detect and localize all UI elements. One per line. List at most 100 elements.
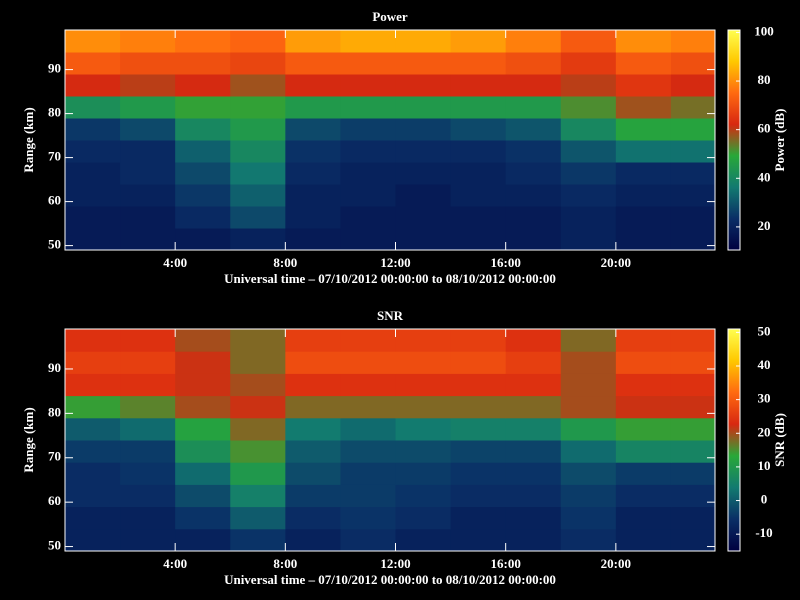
heatmap-cell bbox=[340, 52, 397, 75]
heatmap-cell bbox=[230, 395, 286, 419]
colorbar bbox=[727, 328, 741, 552]
heatmap-cell bbox=[285, 140, 341, 163]
chart-title: Power bbox=[372, 9, 408, 24]
heatmap-cell bbox=[65, 96, 121, 119]
colorbar-tick-label: 80 bbox=[758, 72, 771, 87]
heatmap-cell bbox=[670, 440, 716, 463]
heatmap-cell bbox=[340, 351, 397, 374]
heatmap-cell bbox=[450, 417, 507, 441]
heatmap-cell bbox=[670, 528, 716, 552]
heatmap-cell bbox=[670, 462, 716, 485]
heatmap-cell bbox=[285, 351, 341, 374]
x-tick-label: 8:00 bbox=[273, 255, 297, 270]
heatmap-cell bbox=[615, 506, 672, 530]
heatmap-cell bbox=[120, 395, 176, 419]
heatmap-cell bbox=[450, 184, 507, 207]
colorbar-tick-label: 20 bbox=[758, 424, 771, 439]
colorbar-tick-label: -10 bbox=[755, 525, 772, 540]
heatmap-cell bbox=[120, 206, 176, 229]
heatmap-cell bbox=[285, 52, 341, 75]
heatmap-cell bbox=[285, 506, 341, 530]
heatmap-cell bbox=[175, 528, 231, 552]
heatmap-cell bbox=[340, 30, 397, 53]
heatmap-cell bbox=[340, 373, 397, 397]
heatmap-cell bbox=[505, 506, 562, 530]
x-tick-label: 4:00 bbox=[163, 556, 187, 571]
heatmap-cell bbox=[285, 373, 341, 397]
heatmap-cell bbox=[230, 506, 286, 530]
heatmap-cell bbox=[340, 395, 397, 419]
heatmap-cell bbox=[340, 506, 397, 530]
heatmap-cell bbox=[340, 440, 397, 463]
heatmap-cell bbox=[175, 373, 231, 397]
heatmap-cell bbox=[505, 118, 562, 141]
heatmap-cell bbox=[65, 484, 121, 508]
heatmap-cell bbox=[175, 52, 231, 75]
heatmap-cell bbox=[230, 528, 286, 552]
heatmap-cell bbox=[560, 506, 617, 530]
heatmap-cell bbox=[560, 528, 617, 552]
heatmap-cell bbox=[395, 52, 452, 75]
heatmap-cell bbox=[230, 228, 286, 251]
heatmap-cell bbox=[615, 462, 672, 485]
heatmap-cell bbox=[615, 329, 672, 352]
heatmap-cell bbox=[395, 506, 452, 530]
heatmap-cell bbox=[120, 52, 176, 75]
heatmap-cell bbox=[230, 417, 286, 441]
heatmap-cell bbox=[285, 30, 341, 53]
heatmap-cell bbox=[120, 118, 176, 141]
heatmap-cell bbox=[450, 74, 507, 97]
heatmap-cell bbox=[65, 329, 121, 352]
heatmap-cell bbox=[340, 118, 397, 141]
heatmap-cell bbox=[395, 440, 452, 463]
heatmap-cell bbox=[670, 506, 716, 530]
y-tick-label: 60 bbox=[48, 493, 61, 508]
heatmap-cell bbox=[670, 395, 716, 419]
heatmap-cell bbox=[65, 395, 121, 419]
heatmap-cell bbox=[505, 228, 562, 251]
heatmap-cell bbox=[175, 206, 231, 229]
x-tick-label: 20:00 bbox=[601, 255, 631, 270]
heatmap-cell bbox=[340, 206, 397, 229]
heatmap-cell bbox=[615, 484, 672, 508]
heatmap-cell bbox=[395, 373, 452, 397]
heatmap-cell bbox=[120, 140, 176, 163]
heatmap-cell bbox=[450, 462, 507, 485]
heatmap-cell bbox=[285, 329, 341, 352]
heatmap-cell bbox=[285, 96, 341, 119]
heatmap-cell bbox=[120, 373, 176, 397]
heatmap-cell bbox=[560, 74, 617, 97]
heatmap-cell bbox=[505, 484, 562, 508]
heatmap-cell bbox=[340, 96, 397, 119]
heatmap-cell bbox=[395, 395, 452, 419]
heatmap-cell bbox=[340, 162, 397, 185]
heatmap-cell bbox=[120, 462, 176, 485]
heatmap-cell bbox=[175, 96, 231, 119]
heatmap-cell bbox=[340, 484, 397, 508]
heatmap-cell bbox=[120, 184, 176, 207]
heatmap-cell bbox=[65, 417, 121, 441]
heatmap-cell bbox=[615, 52, 672, 75]
heatmap-cell bbox=[395, 329, 452, 352]
heatmap-cell bbox=[230, 162, 286, 185]
colorbar-tick-label: 20 bbox=[758, 218, 771, 233]
heatmap-cell bbox=[560, 329, 617, 352]
heatmap-cell bbox=[505, 30, 562, 53]
heatmap-cell bbox=[230, 206, 286, 229]
heatmap-cell bbox=[175, 140, 231, 163]
heatmap-cell bbox=[175, 395, 231, 419]
heatmap-cell bbox=[670, 74, 716, 97]
heatmap-cell bbox=[450, 96, 507, 119]
heatmap-cell bbox=[505, 52, 562, 75]
heatmap-cell bbox=[120, 417, 176, 441]
heatmap-cell bbox=[230, 140, 286, 163]
heatmap-cell bbox=[670, 162, 716, 185]
heatmap-cell bbox=[505, 351, 562, 374]
heatmap-cell bbox=[230, 351, 286, 374]
heatmap-cell bbox=[560, 462, 617, 485]
heatmap-cell bbox=[395, 206, 452, 229]
x-tick-label: 20:00 bbox=[601, 556, 631, 571]
heatmap-cell bbox=[560, 373, 617, 397]
